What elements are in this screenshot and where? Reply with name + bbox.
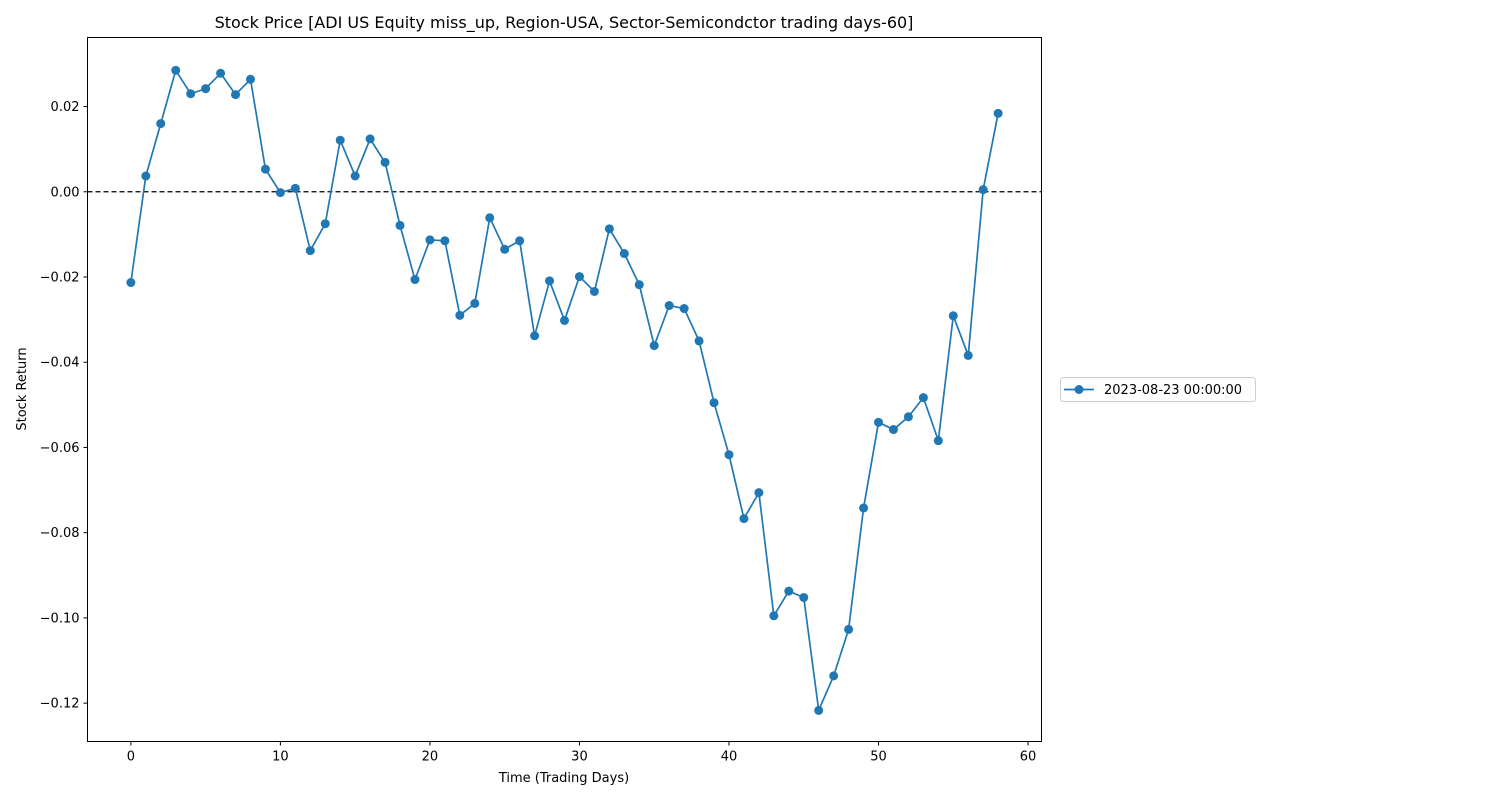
data-point: [410, 275, 420, 285]
y-tick-label: 0.00: [51, 185, 80, 200]
y-tick-label: −0.12: [40, 697, 80, 712]
plot-area-frame: [87, 37, 1042, 742]
legend-series-label: 2023-08-23 00:00:00: [1104, 383, 1242, 398]
data-point: [664, 301, 674, 311]
chart-title: Stock Price [ADI US Equity miss_up, Regi…: [215, 13, 914, 33]
y-tick-label: −0.10: [40, 611, 80, 626]
data-point: [275, 188, 285, 198]
data-point: [649, 341, 659, 351]
data-point: [918, 393, 928, 403]
data-point: [350, 171, 360, 181]
data-point: [754, 488, 764, 498]
data-point: [260, 164, 270, 174]
data-point: [126, 278, 136, 288]
data-point: [320, 219, 330, 229]
data-point: [903, 412, 913, 422]
data-point: [440, 236, 450, 246]
data-point: [589, 286, 599, 296]
data-point: [500, 244, 510, 254]
data-point: [724, 450, 734, 460]
x-tick-label: 50: [870, 750, 887, 765]
legend-series-swatch-marker: [1074, 385, 1084, 394]
data-point: [380, 157, 390, 167]
series-line: [130, 68, 999, 714]
data-point: [604, 224, 614, 234]
data-point: [574, 272, 584, 282]
data-point: [455, 310, 465, 320]
data-point: [201, 84, 211, 94]
data-point: [888, 425, 898, 435]
data-point: [874, 417, 884, 427]
data-point: [948, 311, 958, 321]
x-tick-label: 40: [721, 750, 738, 765]
data-point: [679, 304, 689, 314]
data-point: [545, 276, 555, 286]
data-point: [829, 671, 839, 681]
data-point: [634, 280, 644, 290]
data-point: [814, 705, 824, 715]
x-tick-label: 10: [272, 750, 289, 765]
data-point: [978, 185, 988, 195]
data-point: [365, 134, 375, 144]
data-point: [993, 108, 1003, 118]
data-point: [739, 514, 749, 524]
x-tick-label: 20: [422, 750, 439, 765]
y-tick-label: −0.02: [40, 270, 80, 285]
x-axis-ticks: 0 10 20 30 40 50 60: [127, 741, 1037, 765]
x-tick-label: 0: [127, 750, 135, 765]
x-tick-label: 60: [1020, 750, 1037, 765]
data-point: [171, 65, 181, 75]
data-point: [619, 249, 629, 259]
data-point: [515, 236, 525, 246]
legend: 2023-08-23 00:00:00: [1060, 377, 1256, 402]
series-points: [126, 65, 1003, 715]
data-point: [335, 135, 345, 145]
data-point: [141, 171, 151, 181]
data-point: [485, 213, 495, 223]
data-point: [530, 331, 540, 341]
y-tick-label: −0.08: [40, 526, 80, 541]
x-axis-label: Time (Trading Days): [498, 771, 629, 786]
y-tick-label: −0.06: [40, 441, 80, 456]
data-point: [395, 220, 405, 230]
data-point: [859, 503, 869, 513]
data-point: [844, 624, 854, 634]
data-point: [963, 350, 973, 360]
legend-box: [1060, 377, 1256, 402]
data-point: [799, 592, 809, 602]
data-point: [231, 90, 241, 100]
x-tick-label: 30: [571, 750, 588, 765]
data-point: [694, 336, 704, 346]
data-point: [290, 183, 300, 193]
data-point: [156, 119, 166, 129]
data-point: [186, 89, 196, 99]
data-point: [305, 246, 315, 256]
y-tick-label: −0.04: [40, 356, 80, 371]
y-axis-label: Stock Return: [15, 347, 30, 430]
data-point: [769, 611, 779, 621]
data-point: [425, 235, 435, 245]
data-point: [709, 398, 719, 408]
data-point: [560, 315, 569, 325]
data-point: [933, 436, 943, 446]
data-point: [245, 74, 255, 84]
data-point: [216, 68, 226, 78]
y-axis-ticks: 0.02 0.00 −0.02 −0.04 −0.06 −0.08 −0.10 −0.12: [40, 100, 88, 712]
y-tick-label: 0.02: [51, 100, 80, 115]
data-point: [470, 298, 480, 308]
data-point: [784, 586, 794, 596]
